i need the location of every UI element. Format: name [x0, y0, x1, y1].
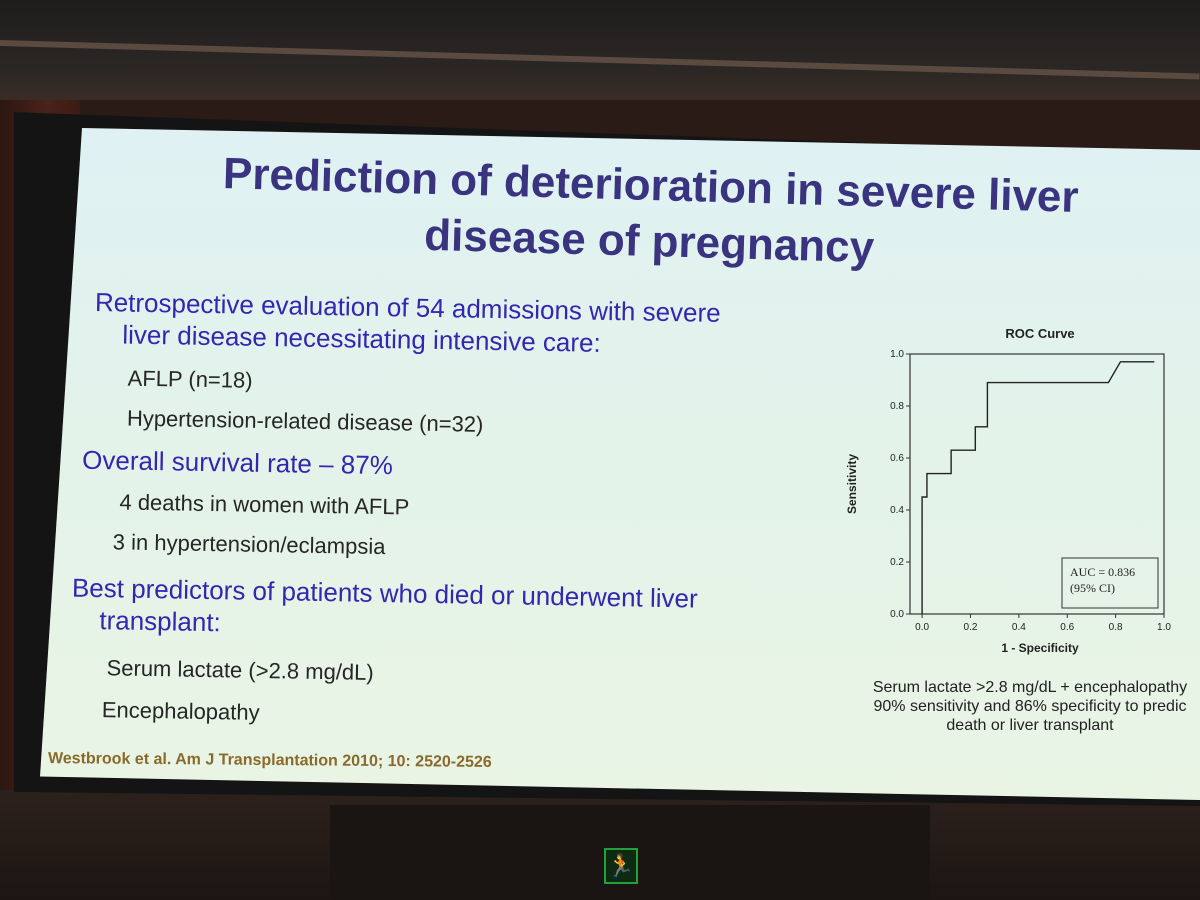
- projected-slide: Prediction of deterioration in severe li…: [40, 128, 1200, 800]
- sub-bullet: 4 deaths in women with AFLP: [119, 489, 410, 520]
- chart-title: ROC Curve: [1005, 326, 1074, 341]
- sub-bullet: Encephalopathy: [101, 697, 260, 725]
- sub-bullet: AFLP (n=18): [127, 365, 253, 393]
- bullet-line: liver disease necessitating intensive ca…: [122, 319, 601, 358]
- x-tick-label: 0.4: [1012, 622, 1026, 633]
- x-tick-label: 0.6: [1060, 622, 1074, 633]
- roc-curve-line: [921, 361, 1155, 614]
- plot-frame: [909, 353, 1165, 615]
- y-axis-label: Sensitivity: [845, 454, 859, 514]
- y-tick-label: 0.0: [890, 609, 904, 620]
- roc-chart-svg: ROC Curve 0.0 0.2 0.4 0.6 0.8 1.0 0.0 0.2 0.4 0.6…: [845, 326, 1171, 655]
- y-tick-label: 0.2: [890, 557, 904, 568]
- exit-sign-icon: 🏃: [604, 848, 638, 884]
- y-tick-label: 1.0: [890, 349, 904, 360]
- sub-bullet: Serum lactate (>2.8 mg/dL): [106, 655, 374, 685]
- bullet-line: Overall survival rate – 87%: [81, 444, 394, 481]
- x-tick-label: 1.0: [1157, 622, 1171, 633]
- caption-line: 90% sensitivity and 86% specificity to p…: [873, 698, 1187, 715]
- bullet-list: Retrospective evaluation of 54 admission…: [40, 128, 840, 800]
- y-tick-label: 0.4: [890, 505, 904, 516]
- citation: Westbrook et al. Am J Transplantation 20…: [47, 750, 492, 771]
- chart-marks: 0.0 0.2 0.4 0.6 0.8 1.0 0.0 0.2 0.4 0.6 0.8 1.0: [890, 349, 1171, 633]
- x-tick-label: 0.8: [1109, 622, 1123, 633]
- auc-label: AUC = 0.836: [1070, 565, 1135, 579]
- sub-bullet: Hypertension-related disease (n=32): [126, 405, 484, 437]
- x-tick-label: 0.2: [964, 622, 978, 633]
- auc-box: [1061, 557, 1159, 609]
- x-tick-label: 0.0: [915, 622, 929, 633]
- y-tick-label: 0.6: [890, 453, 904, 464]
- sub-bullet: 3 in hypertension/eclampsia: [112, 529, 386, 560]
- caption-line: death or liver transplant: [946, 717, 1114, 734]
- x-axis-label: 1 - Specificity: [1001, 641, 1079, 655]
- roc-chart: ROC Curve 0.0 0.2 0.4 0.6 0.8 1.0 0.0 0.2 0.4 0.6…: [840, 318, 1200, 678]
- y-tick-label: 0.8: [890, 401, 904, 412]
- chart-caption: Serum lactate >2.8 mg/dL + encephalopath…: [860, 678, 1200, 735]
- bullet-line: transplant:: [99, 605, 222, 638]
- caption-line: Serum lactate >2.8 mg/dL + encephalopath…: [872, 679, 1188, 696]
- auc-ci-label: (95% CI): [1070, 581, 1115, 595]
